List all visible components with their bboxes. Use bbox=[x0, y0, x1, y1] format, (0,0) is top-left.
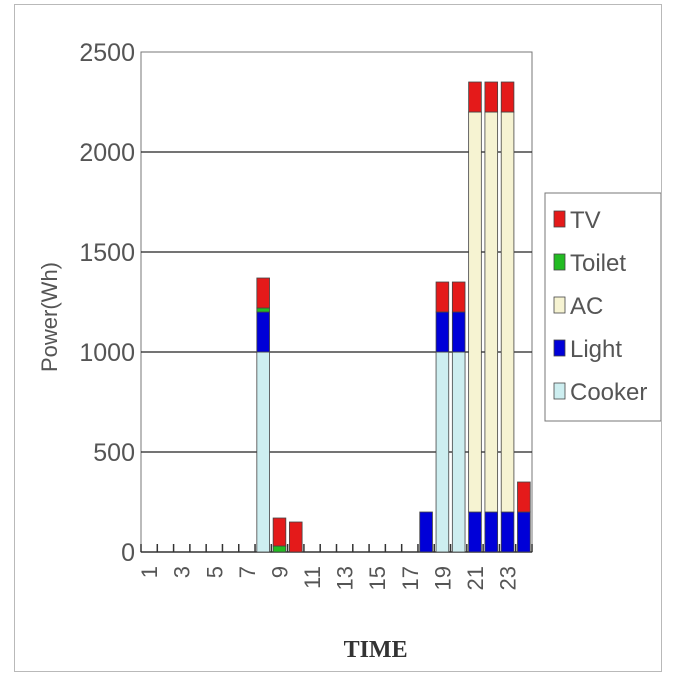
legend-swatch-toilet bbox=[553, 253, 566, 271]
bar-segment-ac bbox=[484, 111, 499, 513]
bar-segment-toilet bbox=[272, 545, 287, 553]
bar-segment-ac bbox=[468, 111, 482, 513]
bar-segment-light bbox=[500, 511, 515, 553]
bar-segment-ac bbox=[500, 111, 515, 513]
legend-label-tv: TV bbox=[570, 207, 601, 234]
bar-segment-light bbox=[435, 311, 450, 353]
chart-frame: 0 500 1000 1500 2000 2500 1 3 5 7 9 11 13 15 17 19 21 23 P… bbox=[14, 4, 662, 672]
bar-segment-light bbox=[419, 511, 433, 553]
x-tick-label: 21 bbox=[463, 566, 488, 590]
x-tick-label: 15 bbox=[365, 566, 390, 590]
bar-segment-tv bbox=[289, 521, 303, 553]
bar-segment-light bbox=[484, 511, 499, 553]
legend-swatch-tv bbox=[553, 210, 566, 228]
x-tick-label: 11 bbox=[300, 566, 325, 589]
bar-segment-tv bbox=[468, 81, 482, 113]
bar-segment-cooker bbox=[435, 351, 450, 553]
bar-segment-toilet bbox=[256, 307, 270, 313]
bar-segment-tv bbox=[272, 517, 287, 547]
x-tick-label: 1 bbox=[137, 566, 162, 578]
x-tick-label: 19 bbox=[430, 566, 455, 590]
legend-swatch-light bbox=[553, 339, 566, 357]
x-tick-label: 9 bbox=[267, 566, 292, 578]
y-tick-label: 500 bbox=[93, 439, 135, 467]
y-axis-title: Power(Wh) bbox=[37, 262, 62, 372]
bar-segment-light bbox=[451, 311, 466, 353]
legend-swatch-cooker bbox=[553, 382, 566, 400]
legend-label-light: Light bbox=[570, 336, 622, 363]
bar-segment-cooker bbox=[256, 351, 270, 553]
x-tick-label: 23 bbox=[496, 566, 521, 590]
bar-segment-cooker bbox=[451, 351, 466, 553]
legend-label-toilet: Toilet bbox=[570, 250, 626, 277]
x-tick-label: 5 bbox=[202, 566, 227, 578]
x-axis-title: TIME bbox=[344, 637, 408, 663]
y-tick-label: 1500 bbox=[79, 239, 135, 267]
legend-label-ac: AC bbox=[570, 293, 603, 320]
bar-segment-tv bbox=[517, 481, 531, 513]
y-tick-label: 2500 bbox=[79, 39, 135, 67]
bar-segment-tv bbox=[500, 81, 515, 113]
y-tick-label: 1000 bbox=[79, 339, 135, 367]
bar-segment-tv bbox=[435, 281, 450, 313]
plot-area bbox=[140, 51, 533, 553]
bar-segment-tv bbox=[256, 277, 270, 309]
x-tick-label: 3 bbox=[170, 566, 195, 578]
x-tick-label: 17 bbox=[398, 566, 423, 590]
y-tick-label: 2000 bbox=[79, 139, 135, 167]
x-tick-label: 7 bbox=[235, 566, 260, 578]
bar-segment-light bbox=[517, 511, 531, 553]
bar-segment-tv bbox=[451, 281, 466, 313]
bar-segment-tv bbox=[484, 81, 499, 113]
x-tick-label: 13 bbox=[333, 566, 358, 590]
bar-segment-light bbox=[256, 311, 270, 353]
y-tick-label: 0 bbox=[121, 539, 135, 567]
legend-swatch-ac bbox=[553, 296, 566, 314]
bar-segment-light bbox=[468, 511, 482, 553]
legend-label-cooker: Cooker bbox=[570, 379, 647, 406]
